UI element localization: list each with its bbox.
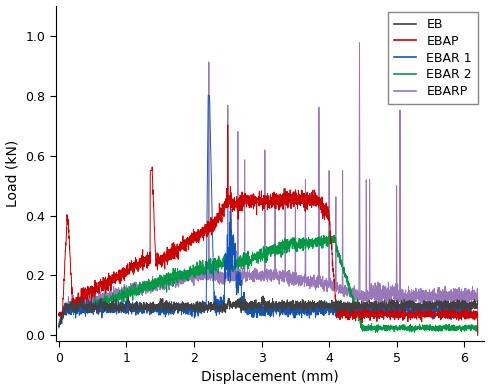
EB: [421, 303, 427, 308]
EBAR 2: [475, 312, 481, 317]
EB: [56, 324, 62, 329]
EBAR 2: [217, 304, 222, 308]
EBAR 1: [128, 283, 134, 287]
EBARP: [357, 41, 363, 45]
Line: EBARP: EBARP: [59, 43, 478, 332]
EBAR 2: [235, 286, 241, 291]
EBAP: [421, 313, 427, 318]
Line: EBAR 2: EBAR 2: [59, 96, 478, 324]
EBAR 1: [326, 229, 332, 234]
Line: EBAP: EBAP: [59, 125, 478, 335]
EBAP: [104, 284, 110, 289]
EBAR 2: [128, 303, 134, 308]
EBAP: [475, 333, 481, 338]
EBAR 1: [217, 264, 222, 268]
EBARP: [462, 286, 468, 291]
EBARP: [56, 321, 62, 326]
EBARP: [235, 249, 241, 254]
EBAP: [466, 316, 472, 321]
EBAR 2: [205, 93, 211, 98]
EBAR 2: [466, 305, 472, 310]
EBARP: [232, 272, 238, 277]
EBAR 1: [421, 325, 427, 330]
EBAP: [235, 201, 241, 206]
EBAR 2: [56, 322, 62, 327]
X-axis label: Displacement (mm): Displacement (mm): [201, 370, 339, 385]
EBAR 1: [475, 332, 481, 336]
Line: EB: EB: [59, 296, 478, 327]
EBAP: [128, 262, 134, 266]
EB: [235, 303, 241, 307]
Y-axis label: Load (kN): Load (kN): [5, 140, 20, 207]
EB: [128, 308, 134, 312]
EBAP: [225, 122, 231, 127]
EBAR 1: [235, 257, 241, 261]
EBARP: [475, 330, 481, 335]
EB: [466, 305, 472, 310]
EB: [104, 307, 110, 312]
EBARP: [360, 295, 366, 300]
EB: [217, 307, 222, 312]
EBAR 2: [104, 306, 110, 311]
EBARP: [441, 294, 447, 299]
EB: [475, 298, 481, 303]
EBAR 1: [56, 326, 62, 330]
EBARP: [255, 273, 261, 277]
EBAP: [56, 311, 62, 316]
Line: EBAR 1: EBAR 1: [59, 231, 478, 334]
EBAR 1: [466, 324, 472, 328]
Legend: EB, EBAP, EBAR 1, EBAR 2, EBARP: EB, EBAP, EBAR 1, EBAR 2, EBARP: [388, 12, 478, 104]
EBAR 2: [421, 312, 427, 317]
EBAR 1: [104, 298, 110, 303]
EB: [260, 294, 266, 298]
EBAP: [217, 210, 222, 215]
